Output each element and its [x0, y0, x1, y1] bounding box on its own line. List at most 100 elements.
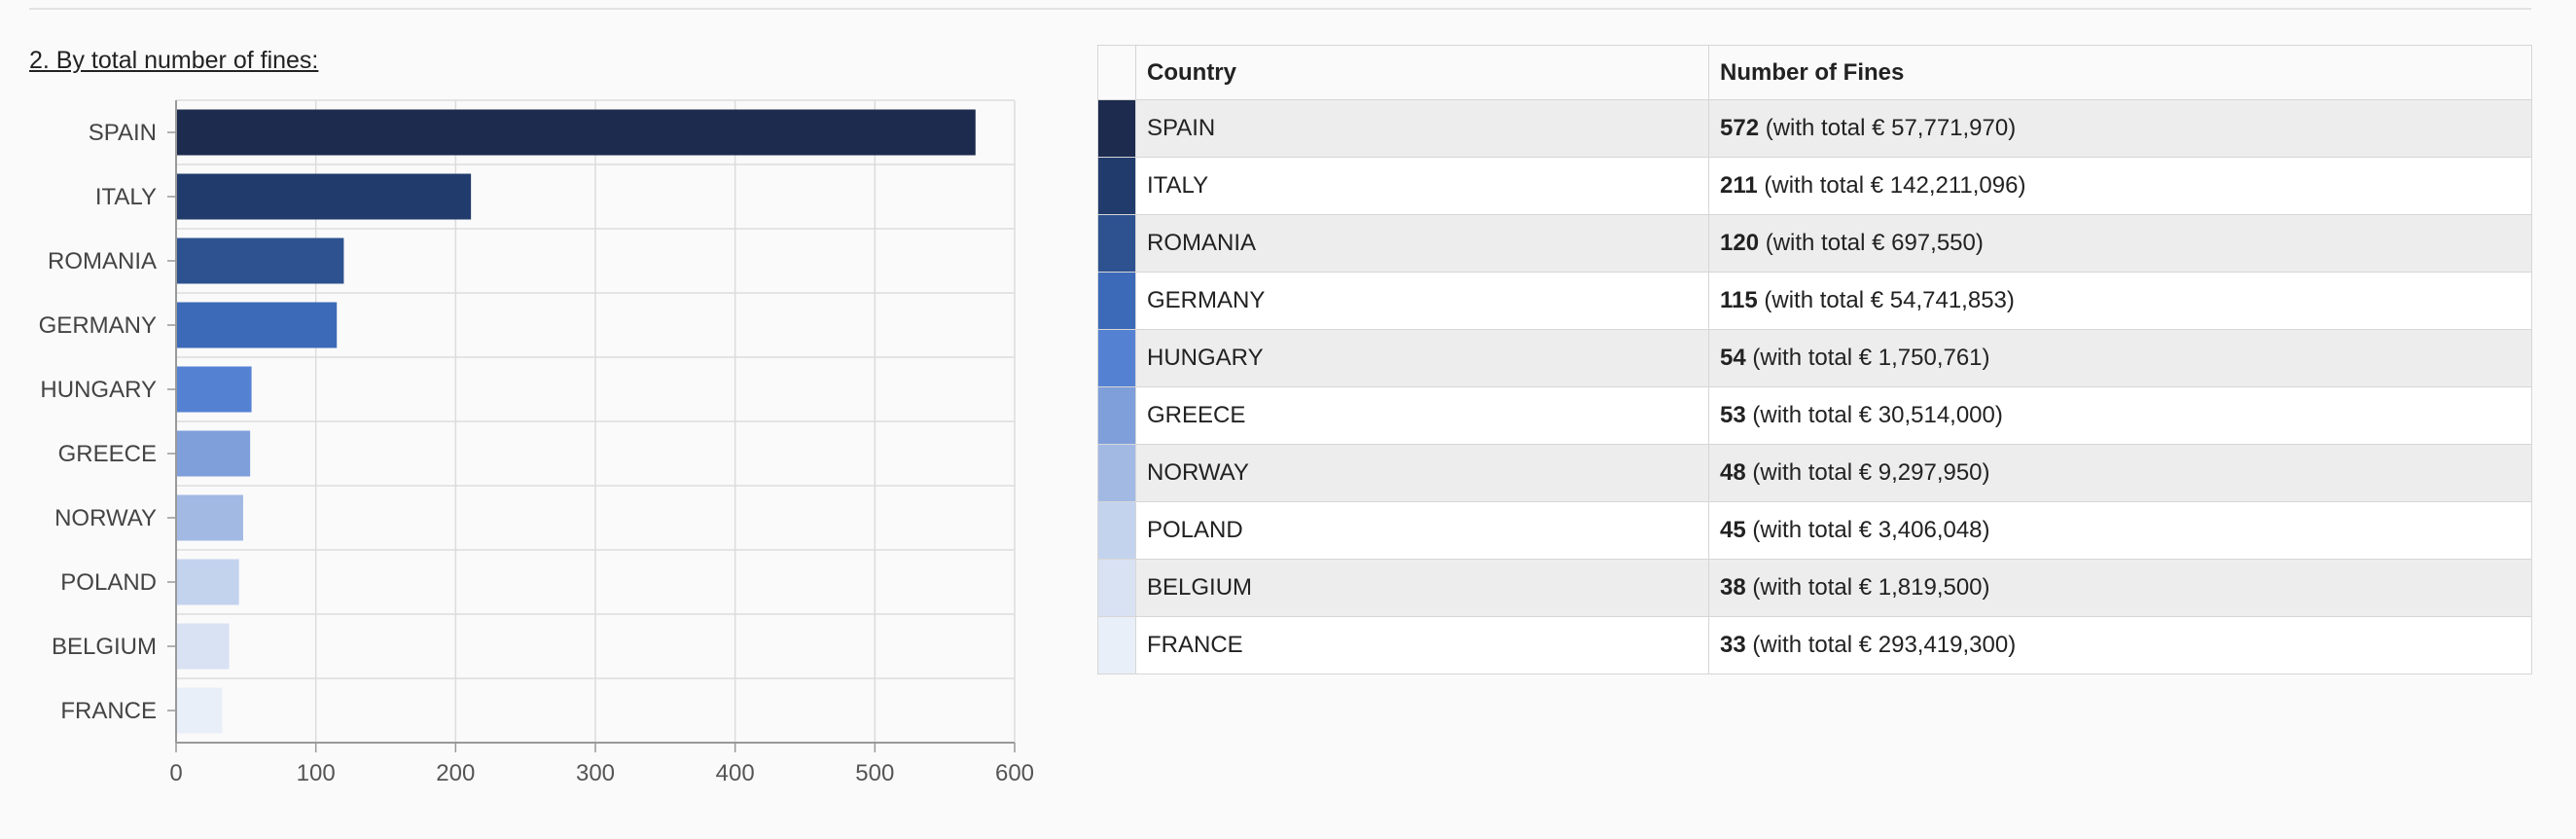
bar — [176, 302, 338, 348]
color-swatch-cell — [1097, 444, 1136, 502]
x-tick-label: 200 — [436, 760, 475, 786]
fine-total: (with total € 3,406,048) — [1745, 517, 1990, 543]
table-row: ITALY 211 (with total € 142,211,096) — [1097, 157, 2532, 215]
x-tick-label: 400 — [716, 760, 755, 786]
fines-table: Country Number of Fines SPAIN 572 (with t… — [1097, 45, 2532, 675]
table-row: ROMANIA 120 (with total € 697,550) — [1097, 214, 2532, 273]
category-label: POLAND — [60, 569, 157, 596]
category-label: GERMANY — [39, 312, 157, 339]
category-label: BELGIUM — [52, 634, 157, 660]
color-swatch-cell — [1097, 329, 1136, 387]
country-cell: GREECE — [1135, 386, 1709, 445]
bar — [176, 623, 230, 670]
x-tick-label: 0 — [169, 760, 182, 786]
country-cell: HUNGARY — [1135, 329, 1709, 387]
bar — [176, 430, 251, 477]
color-swatch — [1098, 273, 1135, 329]
country-cell: ROMANIA — [1135, 214, 1709, 273]
color-swatch-cell — [1097, 559, 1136, 617]
category-label: SPAIN — [89, 120, 157, 146]
fines-cell: 120 (with total € 697,550) — [1708, 214, 2532, 273]
table-row: HUNGARY 54 (with total € 1,750,761) — [1097, 329, 2532, 387]
color-swatch — [1098, 100, 1135, 157]
x-tick-label: 300 — [576, 760, 615, 786]
color-swatch — [1098, 445, 1135, 501]
color-swatch — [1098, 215, 1135, 272]
category-label: ROMANIA — [48, 248, 157, 274]
color-swatch-cell — [1097, 501, 1136, 560]
table-row: NORWAY 48 (with total € 9,297,950) — [1097, 444, 2532, 502]
category-label: FRANCE — [60, 698, 157, 724]
color-swatch-cell — [1097, 272, 1136, 330]
category-label: NORWAY — [54, 505, 157, 531]
fines-cell: 33 (with total € 293,419,300) — [1708, 616, 2532, 675]
color-swatch — [1098, 158, 1135, 214]
section-title: 2. By total number of fines: — [29, 47, 319, 74]
table-row: POLAND 45 (with total € 3,406,048) — [1097, 501, 2532, 560]
swatch-header — [1097, 45, 1136, 100]
fine-total: (with total € 293,419,300) — [1745, 632, 2017, 658]
fines-cell: 45 (with total € 3,406,048) — [1708, 501, 2532, 560]
color-swatch — [1098, 330, 1135, 386]
bar — [176, 109, 976, 156]
fine-total: (with total € 9,297,950) — [1745, 459, 1990, 486]
fine-count: 53 — [1720, 402, 1746, 428]
fine-count: 33 — [1720, 632, 1746, 658]
fine-count: 45 — [1720, 517, 1746, 543]
category-label: GREECE — [58, 441, 157, 467]
bar — [176, 237, 344, 284]
fines-cell: 54 (with total € 1,750,761) — [1708, 329, 2532, 387]
fines-cell: 38 (with total € 1,819,500) — [1708, 559, 2532, 617]
country-cell: FRANCE — [1135, 616, 1709, 675]
color-swatch-cell — [1097, 616, 1136, 675]
country-cell: ITALY — [1135, 157, 1709, 215]
country-cell: BELGIUM — [1135, 559, 1709, 617]
bar-chart: 0 100 200 300 400 500 600 SPAIN ITALY ROMANIA GERM… — [39, 99, 1034, 786]
fines-cell: 572 (with total € 57,771,970) — [1708, 99, 2532, 158]
fines-column-header[interactable]: Number of Fines — [1708, 45, 2532, 100]
category-label: ITALY — [95, 184, 157, 210]
color-swatch-cell — [1097, 214, 1136, 273]
top-divider — [29, 8, 2531, 10]
table-row: SPAIN 572 (with total € 57,771,970) — [1097, 99, 2532, 158]
fines-cell: 48 (with total € 9,297,950) — [1708, 444, 2532, 502]
fine-total: (with total € 57,771,970) — [1759, 115, 2017, 141]
fines-cell: 115 (with total € 54,741,853) — [1708, 272, 2532, 330]
country-cell: GERMANY — [1135, 272, 1709, 330]
bar — [176, 173, 472, 220]
fines-cell: 211 (with total € 142,211,096) — [1708, 157, 2532, 215]
fines-cell: 53 (with total € 30,514,000) — [1708, 386, 2532, 445]
table-row: GREECE 53 (with total € 30,514,000) — [1097, 386, 2532, 445]
table-header-row: Country Number of Fines — [1097, 45, 2532, 100]
country-cell: POLAND — [1135, 501, 1709, 560]
table-row: FRANCE 33 (with total € 293,419,300) — [1097, 616, 2532, 675]
bar — [176, 687, 223, 734]
x-tick-label: 500 — [855, 760, 894, 786]
bar — [176, 494, 243, 541]
fine-count: 115 — [1720, 287, 1758, 313]
country-cell: NORWAY — [1135, 444, 1709, 502]
fine-count: 572 — [1720, 115, 1760, 141]
fine-total: (with total € 1,819,500) — [1745, 574, 1990, 601]
fine-count: 38 — [1720, 574, 1746, 601]
fine-total: (with total € 1,750,761) — [1745, 345, 1990, 371]
fine-count: 211 — [1720, 172, 1758, 199]
country-column-header[interactable]: Country — [1135, 45, 1709, 100]
category-label: HUNGARY — [40, 377, 157, 403]
fine-total: (with total € 142,211,096) — [1757, 172, 2026, 199]
fine-count: 120 — [1720, 230, 1760, 256]
color-swatch — [1098, 502, 1135, 559]
color-swatch — [1098, 560, 1135, 616]
color-swatch-cell — [1097, 386, 1136, 445]
country-cell: SPAIN — [1135, 99, 1709, 158]
bar — [176, 559, 239, 605]
fine-total: (with total € 54,741,853) — [1757, 287, 2015, 313]
fine-total: (with total € 697,550) — [1759, 230, 1984, 256]
color-swatch — [1098, 617, 1135, 674]
table-row: BELGIUM 38 (with total € 1,819,500) — [1097, 559, 2532, 617]
fine-count: 48 — [1720, 459, 1746, 486]
bar — [176, 366, 252, 413]
color-swatch — [1098, 387, 1135, 444]
color-swatch-cell — [1097, 99, 1136, 158]
x-tick-label: 100 — [297, 760, 336, 786]
